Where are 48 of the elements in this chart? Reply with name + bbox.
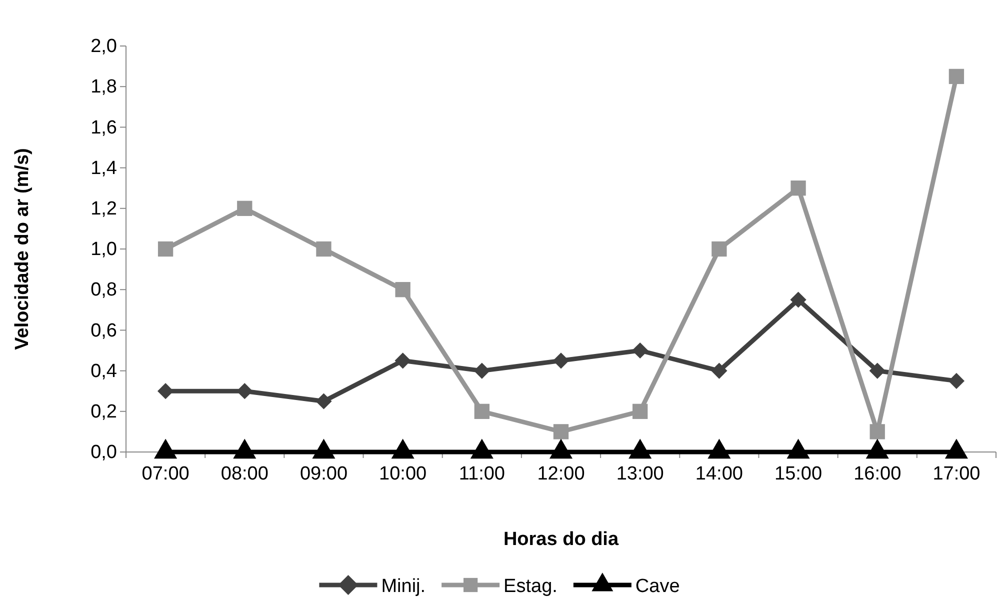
x-tick-label: 12:00 <box>537 464 585 485</box>
point <box>237 200 252 216</box>
y-tick-label: 1,6 <box>90 117 117 138</box>
x-axis-title: Horas do dia <box>503 529 619 550</box>
point <box>790 180 806 196</box>
point <box>236 383 253 400</box>
point <box>158 241 174 257</box>
point <box>948 372 965 390</box>
point <box>632 342 648 359</box>
y-tick-label: 2,0 <box>90 36 117 58</box>
legend-label: Minij. <box>381 576 426 597</box>
point <box>395 282 410 298</box>
y-tick-label: 1,2 <box>90 198 117 220</box>
y-tick-label: 0,8 <box>90 280 117 301</box>
point <box>553 424 569 440</box>
x-tick-label: 15:00 <box>774 464 822 485</box>
point <box>869 362 886 379</box>
y-tick-label: 0,6 <box>90 320 117 342</box>
x-tick-label: 14:00 <box>695 464 743 485</box>
x-tick-label: 17:00 <box>932 464 980 485</box>
x-tick-label: 13:00 <box>616 464 664 485</box>
x-tick-label: 09:00 <box>300 464 348 485</box>
y-axis-title: Velocidade do ar (m/s) <box>12 148 33 350</box>
point <box>394 352 411 369</box>
point <box>316 241 332 257</box>
x-tick-label: 08:00 <box>220 464 268 485</box>
point <box>712 241 727 257</box>
point <box>790 292 806 308</box>
x-tick-label: 07:00 <box>142 464 190 485</box>
y-tick-label: 0,2 <box>90 401 117 422</box>
point <box>474 404 490 419</box>
point <box>948 68 964 84</box>
point <box>870 424 885 440</box>
y-tick-label: 0,4 <box>90 360 118 382</box>
x-tick-label: 10:00 <box>379 464 427 485</box>
x-tick-label: 16:00 <box>854 464 902 485</box>
point <box>474 362 490 379</box>
x-tick-label: 11:00 <box>458 464 505 485</box>
legend-label: Estag. <box>504 576 558 597</box>
y-tick-label: 1,4 <box>90 158 118 179</box>
y-tick-label: 0,0 <box>90 442 117 464</box>
y-tick-label: 1,0 <box>90 239 117 260</box>
legend-label: Cave <box>635 576 680 597</box>
point <box>711 362 728 379</box>
point <box>316 393 332 410</box>
point <box>552 352 570 369</box>
point <box>632 404 648 419</box>
y-tick-label: 1,8 <box>90 76 117 98</box>
